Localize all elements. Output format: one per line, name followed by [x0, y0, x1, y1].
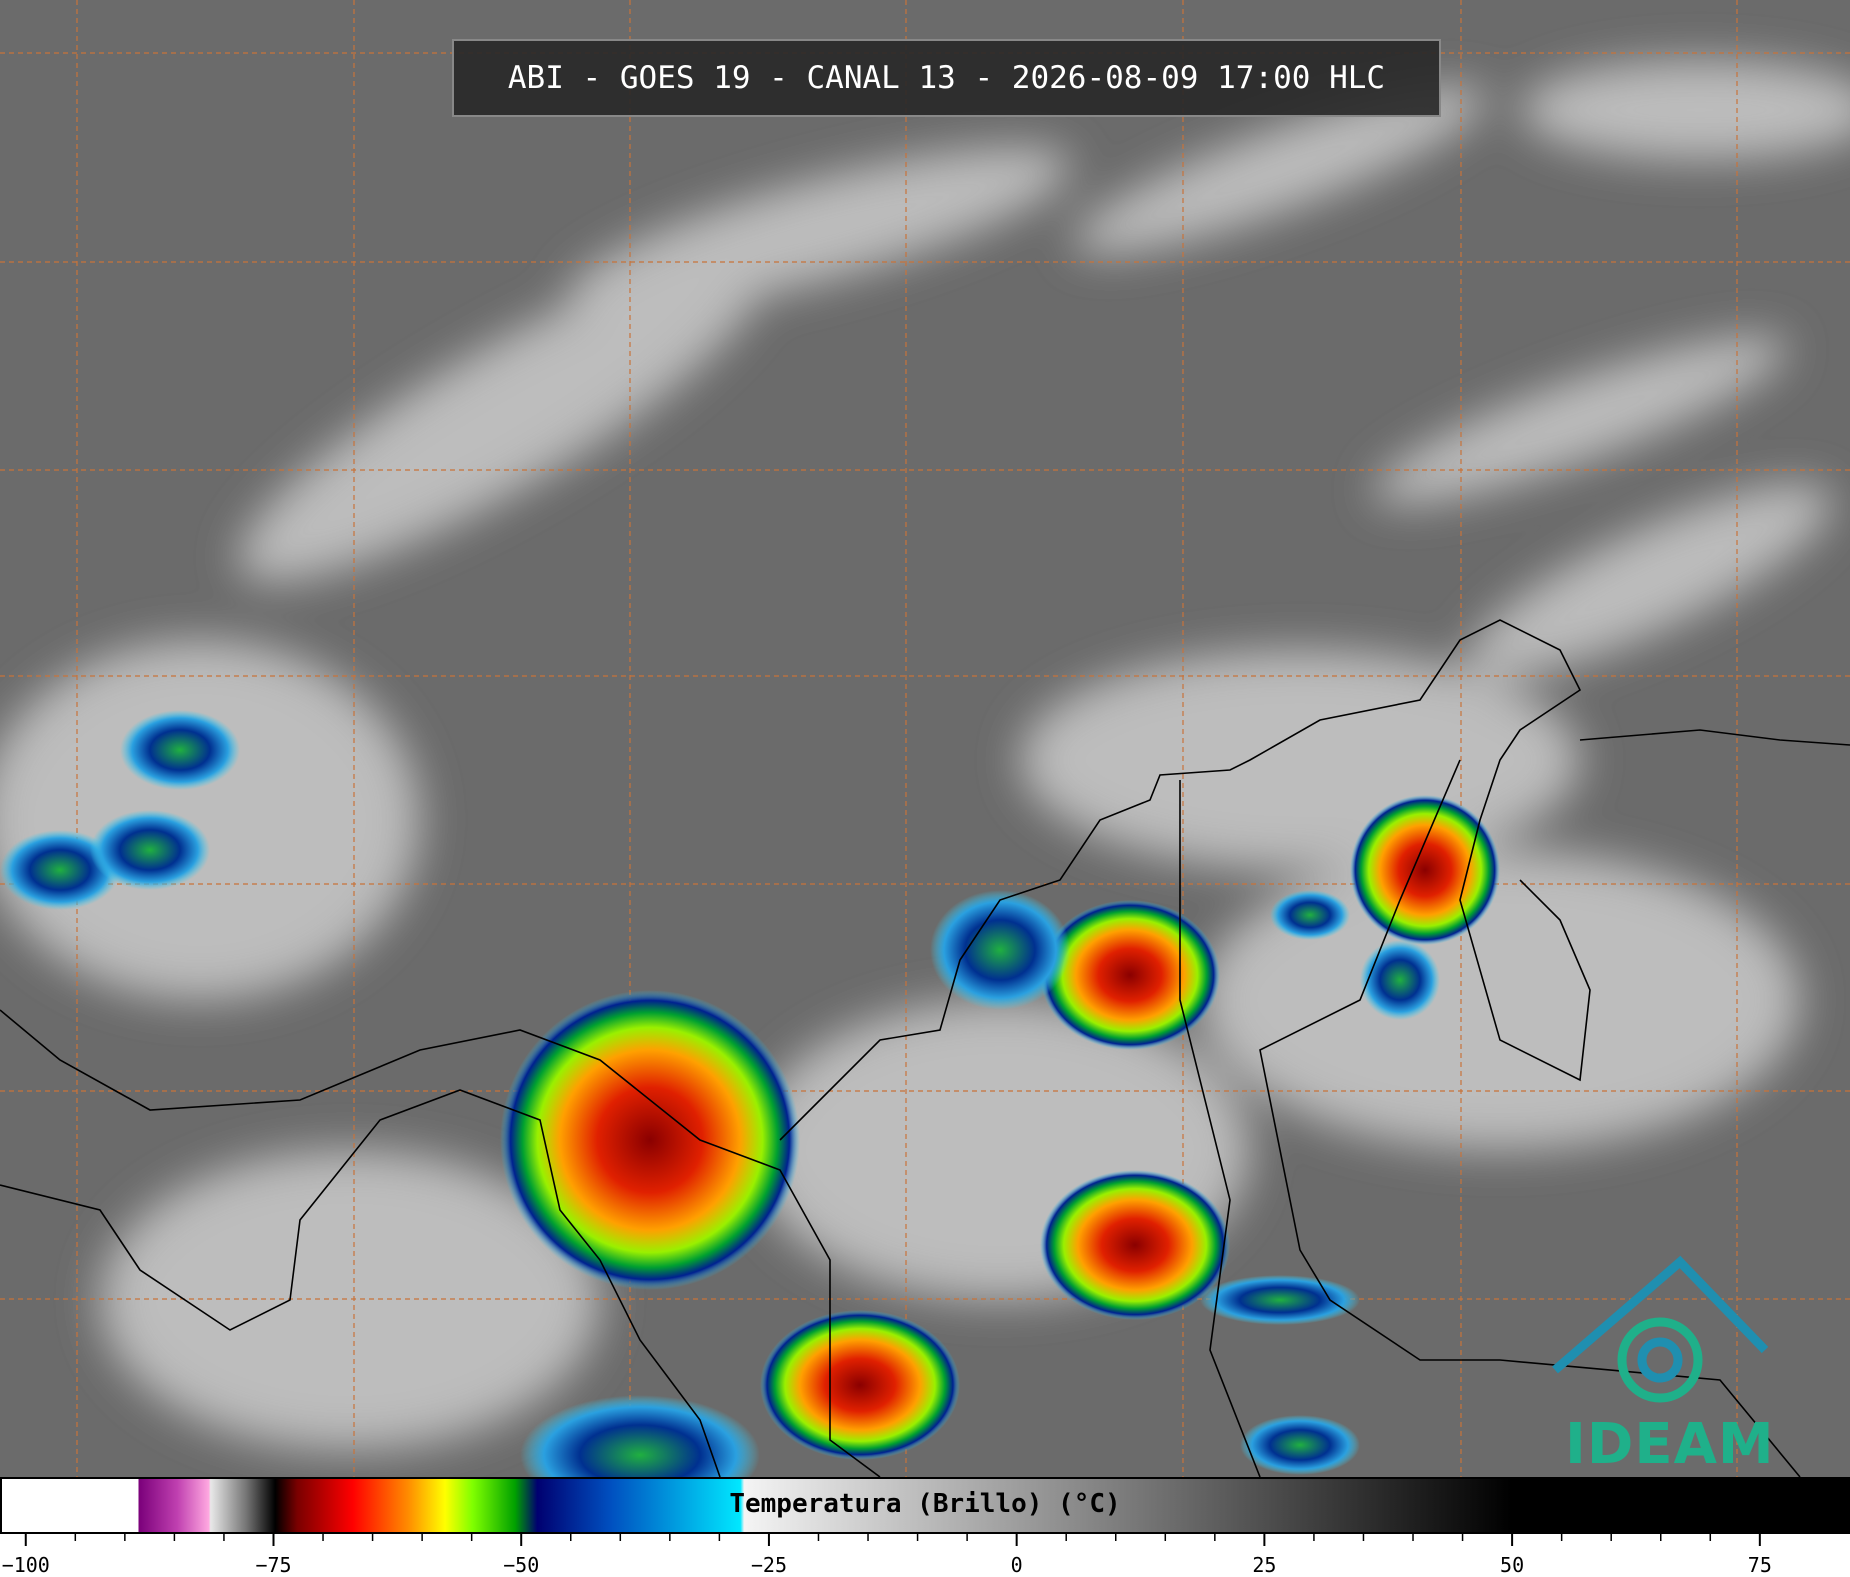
- clouds: [0, 60, 1850, 1450]
- tick-label: 25: [1252, 1553, 1276, 1577]
- title: ABI - GOES 19 - CANAL 13 - 2026-08-09 17…: [452, 39, 1441, 117]
- grid: [0, 0, 1850, 1477]
- tick-label: 50: [1500, 1553, 1524, 1577]
- coastlines: [0, 619, 1850, 1477]
- satellite-image: [0, 0, 1850, 1477]
- tick-label: −25: [751, 1553, 787, 1577]
- colorbar: [0, 1477, 1850, 1534]
- storm-cells: [0, 710, 1500, 1477]
- logo: IDEAM: [1565, 1412, 1775, 1477]
- tick-label: 0: [1011, 1553, 1023, 1577]
- logo-mark: [1552, 1255, 1769, 1403]
- tick-label: −50: [503, 1553, 539, 1577]
- tick-label: −75: [255, 1553, 291, 1577]
- tick-label: 75: [1748, 1553, 1772, 1577]
- tick-label: −100: [2, 1553, 50, 1577]
- colorbar-label: Temperatura (Brillo) (°C): [729, 1489, 1121, 1519]
